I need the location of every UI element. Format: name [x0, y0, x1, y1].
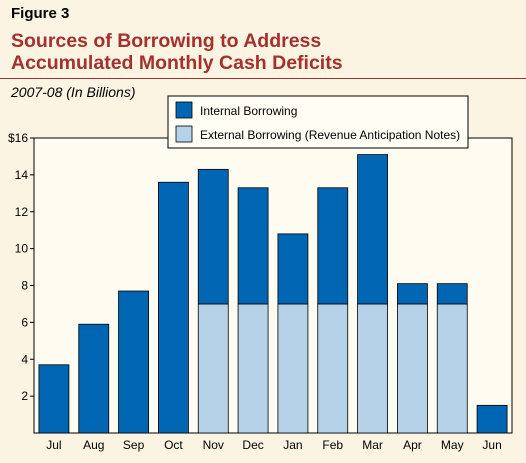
bars-group [38, 154, 508, 434]
legend-box [167, 95, 469, 149]
x-tick-label-jan: Jan [283, 438, 302, 452]
bar-internal-jun [476, 404, 508, 434]
y-tick-label: $16 [8, 131, 28, 145]
title-divider [0, 78, 526, 79]
figure-label: Figure 3 [11, 5, 70, 22]
bar-internal-nov [197, 168, 229, 305]
x-tick-label-oct: Oct [164, 438, 183, 452]
x-tick-label-dec: Dec [242, 438, 263, 452]
bar-internal-oct [158, 181, 189, 434]
bar-external-feb [317, 303, 349, 434]
bar-external-apr [397, 303, 428, 434]
y-tick-label: 6 [21, 315, 28, 329]
bar-internal-may [436, 283, 468, 305]
bar-internal-jan [277, 233, 309, 305]
x-axis: Jul Aug Sep Oct Nov Dec Jan Feb Mar Apr May Jun [46, 438, 502, 452]
legend-label-internal: Internal Borrowing [200, 104, 297, 118]
bar-internal-feb [317, 187, 349, 305]
plot-area [33, 137, 513, 434]
y-tick-label: 4 [21, 352, 28, 366]
y-tick-label: 12 [15, 205, 29, 219]
bar-internal-jul [38, 364, 70, 434]
bar-internal-sep [118, 290, 149, 434]
y-tick-label: 10 [15, 242, 29, 256]
y-tick-label: 8 [21, 279, 28, 293]
x-tick-label-jun: Jun [482, 438, 501, 452]
x-tick-label-aug: Aug [83, 438, 104, 452]
chart-title-line-2: Accumulated Monthly Cash Deficits [11, 52, 343, 74]
bar-internal-mar [357, 154, 388, 305]
chart-title: Sources of Borrowing to Address Accumula… [11, 30, 343, 74]
x-tick-label-apr: Apr [403, 438, 422, 452]
bar-external-nov [197, 303, 229, 434]
bar-internal-dec [237, 187, 269, 305]
legend-label-external: External Borrowing (Revenue Anticipation… [200, 128, 460, 142]
chart-subtitle: 2007-08 (In Billions) [11, 84, 136, 100]
bar-internal-aug [78, 323, 110, 434]
legend-swatch-external [175, 125, 193, 143]
bar-external-jan [277, 303, 309, 434]
x-tick-label-sep: Sep [123, 438, 145, 452]
x-tick-label-may: May [441, 438, 464, 452]
legend: Internal Borrowing External Borrowing (R… [167, 95, 469, 149]
bar-internal-apr [397, 283, 428, 305]
y-tick-label: 14 [15, 168, 29, 182]
bar-external-may [436, 303, 468, 434]
x-tick-label-mar: Mar [362, 438, 383, 452]
x-tick-label-jul: Jul [46, 438, 61, 452]
bar-external-mar [357, 303, 388, 434]
y-axis: 2 4 6 8 10 12 14 $16 [8, 131, 34, 403]
legend-swatch-internal [175, 101, 193, 119]
x-tick-label-nov: Nov [203, 438, 224, 452]
chart-title-line-1: Sources of Borrowing to Address [11, 30, 322, 52]
y-tick-label: 2 [21, 389, 28, 403]
bar-external-dec [237, 303, 269, 434]
x-tick-label-feb: Feb [322, 438, 343, 452]
